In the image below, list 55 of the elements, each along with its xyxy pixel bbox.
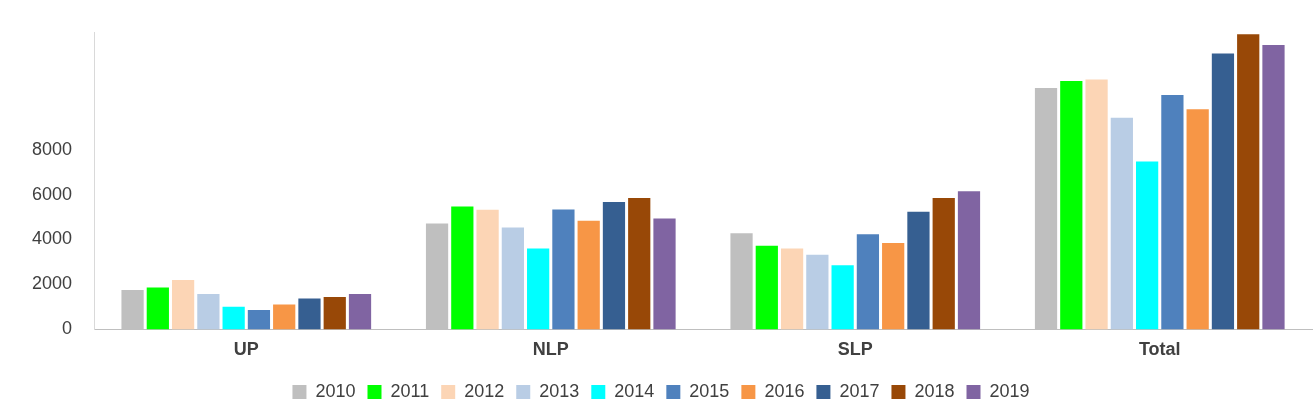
bar (602, 202, 626, 330)
legend-label: 2013 (539, 380, 580, 401)
legend-label: 2018 (914, 380, 955, 401)
bar (247, 310, 271, 330)
bar (1161, 95, 1184, 330)
legend-label: 2016 (764, 380, 805, 401)
bar (527, 248, 550, 330)
bar (323, 297, 346, 330)
bar (755, 245, 778, 330)
y-tick-label: 0 (62, 318, 73, 339)
bar (273, 304, 296, 330)
bar (197, 294, 220, 330)
legend-label: 2019 (989, 380, 1030, 401)
legend-label: 2015 (689, 380, 730, 401)
legend-label: 2011 (390, 380, 430, 401)
bar (476, 209, 499, 330)
bar (1110, 117, 1133, 330)
legend-label: 2012 (464, 380, 505, 401)
bar (1186, 109, 1209, 330)
bar (957, 191, 981, 330)
bar (577, 220, 600, 330)
x-tick-label: Total (1138, 339, 1181, 360)
bar (171, 279, 195, 330)
bar (653, 218, 676, 330)
bar (856, 234, 880, 330)
bar (552, 209, 575, 330)
legend-label: 2017 (839, 380, 880, 401)
bar (298, 298, 321, 330)
bar (146, 287, 169, 330)
bar (1262, 44, 1285, 330)
bar (831, 265, 854, 330)
bar (222, 306, 245, 330)
y-tick-label: 4000 (32, 228, 73, 249)
bar (1136, 161, 1159, 330)
bar (882, 242, 905, 330)
bar (1211, 53, 1235, 330)
bar (806, 254, 829, 330)
x-tick-label: SLP (837, 339, 873, 360)
x-tick-label: NLP (532, 339, 569, 360)
bar (907, 211, 930, 330)
bar (932, 197, 955, 330)
y-tick-label: 8000 (32, 138, 73, 159)
bar (501, 227, 524, 330)
legend-label: 2014 (614, 380, 655, 401)
bar (1060, 80, 1083, 330)
y-tick-label: 6000 (32, 183, 73, 204)
bar (780, 248, 804, 330)
bar (348, 294, 372, 330)
bar (451, 206, 474, 330)
y-tick-label: 2000 (32, 273, 73, 294)
bar (628, 197, 651, 330)
bar (1085, 79, 1108, 330)
bar (1237, 34, 1260, 330)
x-tick-label: UP (233, 339, 259, 360)
legend-label: 2010 (315, 380, 356, 401)
